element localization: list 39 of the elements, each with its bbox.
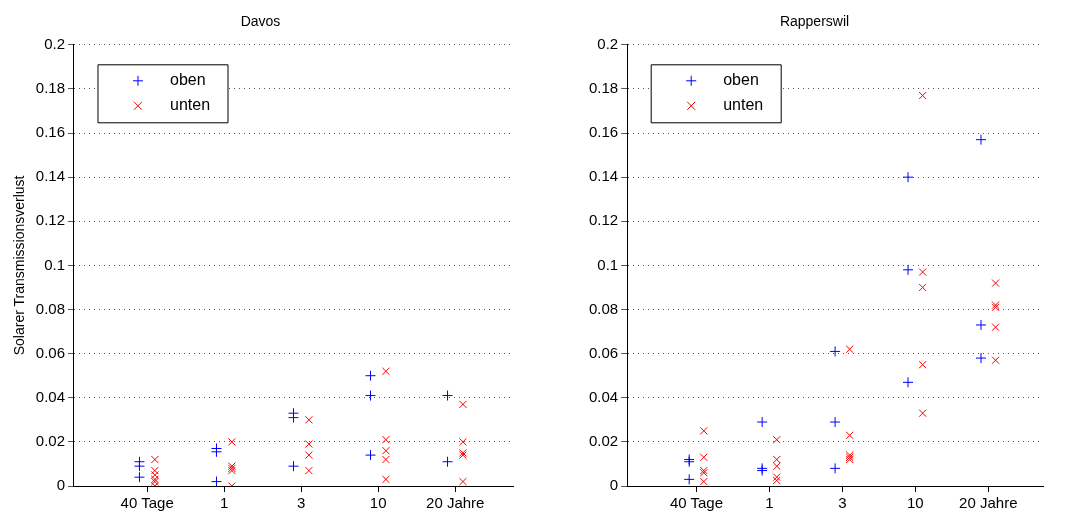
chart-title: Davos: [240, 13, 281, 30]
y-tick-label: 0.02: [35, 432, 65, 450]
y-tick-label: 0.14: [35, 167, 65, 185]
y-tick-label: 0.02: [588, 432, 619, 450]
legend-label: oben: [169, 71, 206, 89]
y-tick-label: 0.12: [588, 211, 619, 229]
y-tick-label: 0.08: [588, 299, 619, 317]
y-tick-label: 0.08: [35, 299, 65, 317]
y-tick-label: 0: [609, 476, 619, 494]
y-tick-label: 0.06: [588, 343, 619, 361]
y-tick-label: 0.14: [588, 167, 619, 185]
y-tick-label: 0.18: [35, 79, 65, 97]
x-tick-label: 3: [297, 494, 306, 512]
y-tick-label: 0: [56, 476, 65, 494]
x-tick-label: 1: [220, 494, 229, 512]
y-tick-label: 0.12: [35, 211, 65, 229]
x-tick-label: 40 Tage: [120, 494, 174, 512]
x-tick-label: 10: [369, 494, 387, 512]
x-tick-label: 1: [765, 494, 774, 512]
y-tick-label: 0.16: [588, 123, 619, 141]
x-tick-label: 10: [907, 494, 924, 512]
y-tick-label: 0.1: [597, 255, 619, 273]
y-tick-label: 0.2: [597, 34, 619, 52]
y-tick-label: 0.06: [35, 343, 65, 361]
chart-title: Rapperswil: [779, 13, 850, 30]
y-tick-label: 0.18: [588, 79, 619, 97]
y-tick-label: 0.04: [35, 387, 65, 405]
y-tick-label: 0.1: [44, 255, 65, 273]
x-tick-label: 20 Jahre: [959, 494, 1018, 512]
x-tick-label: 40 Tage: [669, 494, 724, 512]
y-axis-title: Solarer Transmissionsverlust: [11, 175, 28, 356]
x-tick-label: 20 Jahre: [426, 494, 485, 512]
y-tick-label: 0.16: [35, 123, 65, 141]
legend-label: unten: [169, 96, 211, 114]
legend-label: oben: [723, 71, 759, 89]
y-tick-label: 0.04: [588, 387, 619, 405]
x-tick-label: 3: [838, 494, 847, 512]
y-tick-label: 0.2: [44, 34, 65, 52]
legend-label: unten: [723, 96, 764, 114]
